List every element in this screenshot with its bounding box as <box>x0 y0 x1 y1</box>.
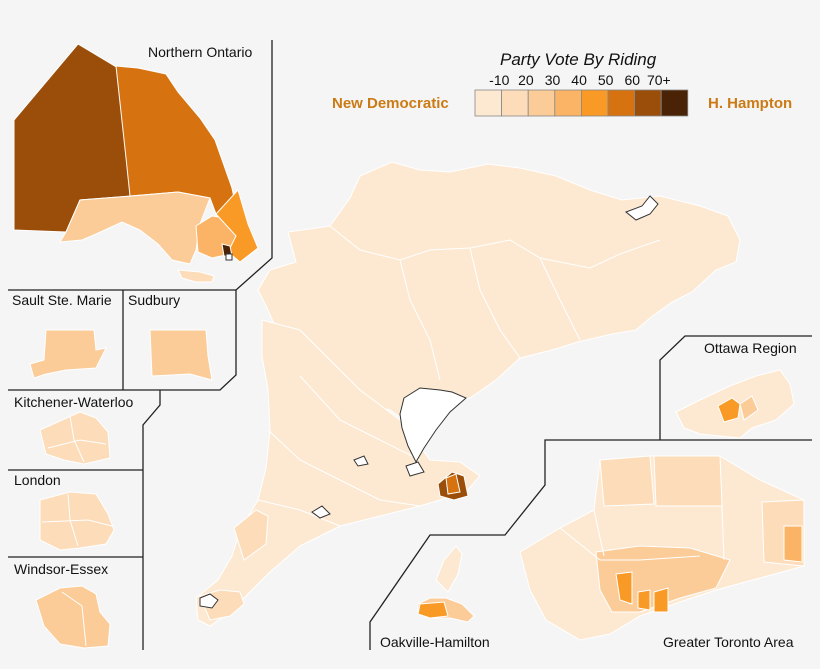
sault-inset-map <box>29 329 107 379</box>
inset-label-london: London <box>14 472 61 488</box>
legend-ticks: -10 20 30 40 50 60 70+ <box>486 72 672 88</box>
legend-tick: -10 <box>489 72 510 88</box>
ottawa-inset-map <box>675 369 795 439</box>
legend-swatch-6 <box>607 89 636 117</box>
legend-swatch-5 <box>581 89 609 117</box>
uncolored-ridings <box>199 195 659 609</box>
windsor-inset-map <box>35 585 111 649</box>
legend-right-label: H. Hampton <box>708 95 793 112</box>
legend-tick: 30 <box>544 72 561 88</box>
legend-tick: 20 <box>518 72 534 88</box>
legend-swatch-8 <box>660 89 689 117</box>
inset-label-northern: Northern Ontario <box>148 44 253 60</box>
legend-swatches <box>474 89 689 117</box>
legend-title: Party Vote By Riding <box>500 50 657 69</box>
legend-left-label: New Democratic <box>332 95 449 112</box>
inset-label-oakville: Oakville-Hamilton <box>380 634 490 650</box>
inset-label-kw: Kitchener-Waterloo <box>14 394 134 410</box>
legend-swatch-7 <box>634 89 662 117</box>
legend-swatch-2 <box>501 89 529 117</box>
legend-tick: 70+ <box>646 72 671 88</box>
inset-label-sudbury: Sudbury <box>128 292 181 308</box>
kw-inset-map <box>39 411 111 465</box>
legend-tick: 60 <box>624 72 641 88</box>
sudbury-inset-map <box>149 329 213 381</box>
legend-swatch-1 <box>474 89 503 117</box>
oakville-inset-map <box>417 545 475 623</box>
gta-inset-map <box>519 455 805 641</box>
legend-tick: 40 <box>571 72 587 88</box>
inset-label-sault: Sault Ste. Marie <box>12 292 112 308</box>
inset-label-windsor: Windsor-Essex <box>14 561 109 577</box>
legend-swatch-3 <box>527 89 556 117</box>
northern-ontario-inset <box>13 43 259 283</box>
inset-label-ottawa: Ottawa Region <box>704 340 797 356</box>
london-inset-map <box>39 491 115 551</box>
inset-label-gta: Greater Toronto Area <box>663 634 794 650</box>
legend-tick: 50 <box>597 72 614 88</box>
legend-swatch-4 <box>554 89 582 117</box>
inset-frames <box>8 40 812 650</box>
